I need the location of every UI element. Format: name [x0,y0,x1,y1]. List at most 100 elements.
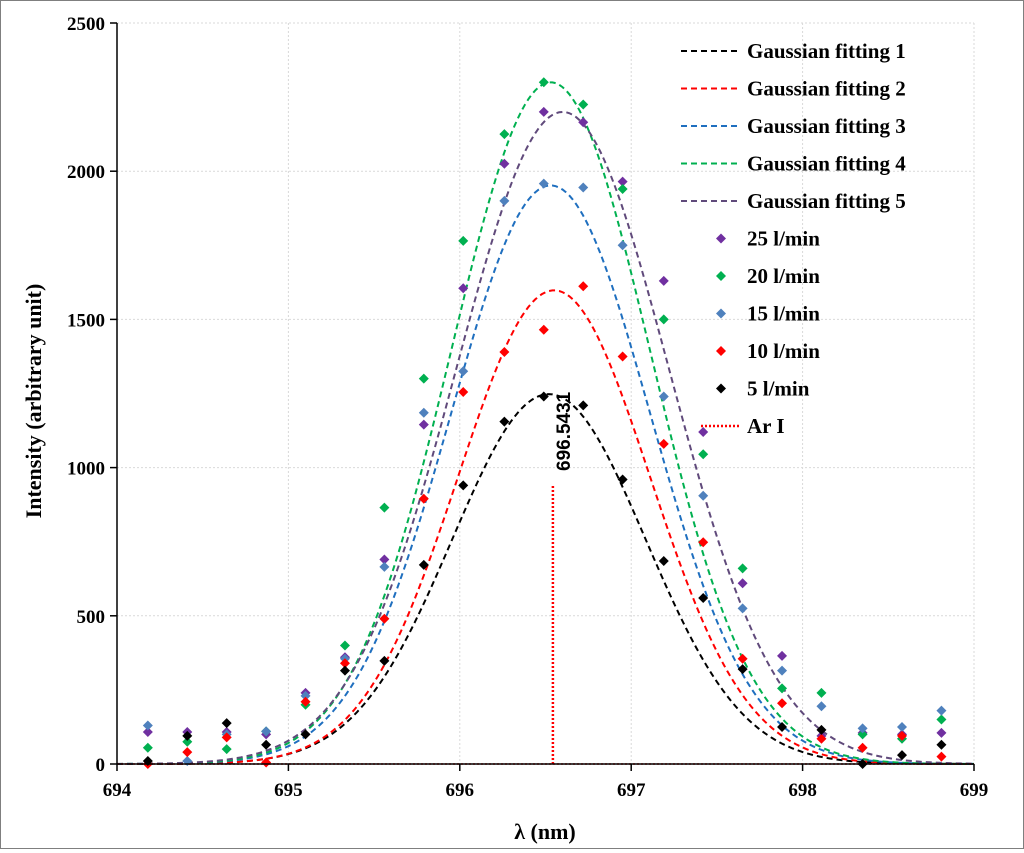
data-point-series-4 [261,757,272,768]
data-point-series-5 [339,665,350,676]
data-point-series-5 [816,724,827,735]
gaussian-fit-curve-5 [116,110,975,765]
data-point-series-3 [499,195,510,206]
data-point-series-3 [698,490,709,501]
legend-label-gaussian-fit-4: Gaussian fitting 4 [747,152,906,176]
data-point-series-2 [777,683,788,694]
data-point-series-3 [857,723,868,734]
data-point-series-3 [658,391,669,402]
data-point-series-3 [379,561,390,572]
data-point-series-3 [418,407,429,418]
data-point-series-3 [816,701,827,712]
data-point-series-5 [658,555,669,566]
legend-label-gaussian-fit-5: Gaussian fitting 5 [747,189,906,213]
data-point-series-4 [857,742,868,753]
data-point-series-4 [221,732,232,743]
data-point-series-2 [418,373,429,384]
data-point-series-3 [261,726,272,737]
x-tick-label: 699 [960,780,989,801]
data-point-series-2 [857,729,868,740]
data-point-series-2 [221,744,232,755]
legend: Gaussian fitting 1 Gaussian fitting 2 Gaus… [681,39,906,438]
data-point-series-4 [897,730,908,741]
data-point-series-2 [816,687,827,698]
tick-labels: 694 695 696 697 698 699 0 500 1000 1500 2000 2500 [67,14,988,801]
legend-swatch-series-5 [716,383,726,394]
data-point-series-4 [936,751,947,762]
data-point-series-5 [418,559,429,570]
data-point-series-3 [897,721,908,732]
data-point-series-2 [578,99,589,110]
legend-label-gaussian-fit-3: Gaussian fitting 3 [747,114,906,138]
data-point-series-2 [658,314,669,325]
y-tick-label: 500 [77,607,106,628]
data-point-series-4 [379,613,390,624]
y-axis-title: Intensity (arbitrary unit) [21,284,46,519]
data-point-series-3 [142,720,153,731]
data-point-series-4 [499,347,510,358]
data-point-series-3 [578,182,589,193]
data-point-series-2 [737,563,748,574]
y-tick-label: 2000 [67,162,105,183]
data-point-series-3 [538,178,549,189]
data-point-series-4 [538,324,549,335]
x-tick-label: 695 [274,780,303,801]
data-point-series-4 [617,351,628,362]
data-point-series-2 [538,77,549,88]
data-point-series-4 [300,696,311,707]
legend-swatch-series-2 [716,271,726,281]
peak-annotation: 696.5431 [554,391,575,471]
data-point-series-1 [418,419,429,430]
data-point-series-1 [578,117,589,128]
data-point-series-2 [617,183,628,194]
data-point-series-2 [142,742,153,753]
x-tick-label: 694 [103,780,132,801]
y-tick-label: 2500 [67,14,105,35]
data-point-series-3 [777,665,788,676]
legend-swatch-series-1 [716,233,726,244]
data-point-series-3 [737,603,748,614]
legend-label-series-3: 15 l/min [747,302,820,326]
axes [110,22,975,771]
legend-swatch-series-4 [716,346,726,356]
data-point-series-1 [142,726,153,737]
x-tick-label: 697 [617,780,646,801]
legend-label-series-5: 5 l/min [747,377,810,401]
data-point-series-3 [936,705,947,716]
data-point-series-4 [458,387,469,398]
x-axis-title: λ (nm) [514,819,576,844]
legend-label-series-4: 10 l/min [747,339,820,363]
data-point-series-5 [458,480,469,491]
data-point-series-1 [379,554,390,565]
legend-label-gaussian-fit-2: Gaussian fitting 2 [747,77,906,101]
data-point-series-2 [182,736,193,747]
y-tick-label: 1000 [67,459,105,480]
data-point-series-2 [339,640,350,651]
legend-label-series-2: 20 l/min [747,264,820,288]
data-point-series-2 [936,714,947,725]
data-point-series-4 [737,653,748,664]
y-tick-label: 0 [96,755,106,776]
data-point-series-5 [182,730,193,741]
data-point-series-4 [816,733,827,744]
gaussian-fit-curve-2 [116,289,975,765]
data-point-series-1 [617,176,628,187]
legend-label-ar-i: Ar I [747,414,785,438]
data-point-series-5 [221,718,232,729]
data-point-series-1 [737,578,748,589]
data-point-series-4 [578,281,589,292]
data-point-series-1 [698,427,709,438]
data-point-series-5 [737,664,748,675]
data-point-series-1 [658,275,669,286]
data-point-series-3 [300,690,311,701]
data-point-series-5 [379,655,390,666]
data-point-series-5 [897,750,908,761]
data-point-series-5 [261,739,272,750]
data-point-series-2 [499,129,510,140]
x-tick-label: 698 [788,780,817,801]
data-points [142,77,947,769]
data-point-series-1 [777,650,788,661]
x-tick-label: 696 [446,780,475,801]
